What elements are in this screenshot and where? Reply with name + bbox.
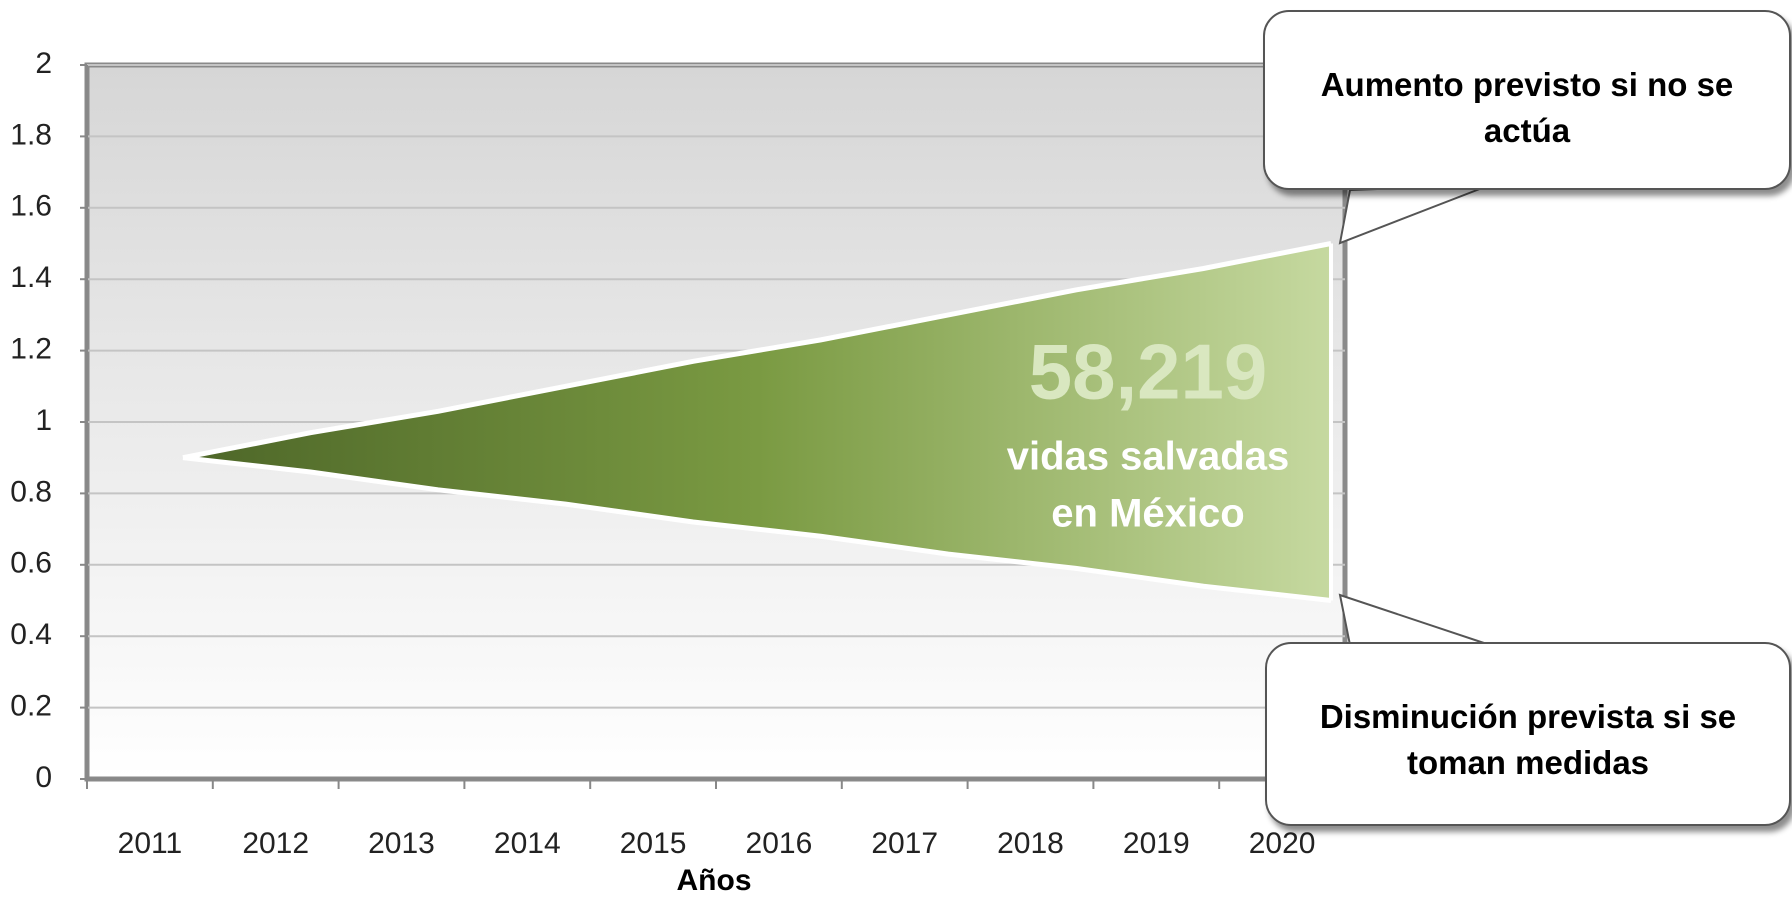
- series-line: [182, 455, 1332, 603]
- y-tick-label: 1: [35, 404, 52, 437]
- x-tick-label: 2011: [118, 827, 183, 860]
- x-tick-label: 2014: [494, 827, 561, 860]
- y-tick-label: 1.8: [10, 118, 52, 151]
- callout: Aumento previsto si no se actúa: [1263, 10, 1791, 190]
- y-tick-label: 2: [35, 47, 52, 80]
- y-tick-label: 0: [35, 761, 52, 794]
- x-tick-label: 2017: [871, 827, 938, 860]
- x-tick-label: 2013: [368, 827, 435, 860]
- y-tick-label: 1.2: [10, 333, 52, 366]
- x-tick-label: 2018: [997, 827, 1064, 860]
- y-tick-label: 1.6: [10, 190, 52, 223]
- x-tick-label: 2016: [746, 827, 813, 860]
- x-axis-label: Años: [677, 864, 752, 897]
- callout-tail: [1338, 593, 1491, 646]
- x-tick-label: 2012: [242, 827, 309, 860]
- callout: Disminución prevista si se toman medidas: [1265, 642, 1791, 826]
- range-area: [183, 243, 1331, 601]
- series-line: [182, 241, 1332, 461]
- big-number: 58,219: [1029, 328, 1268, 416]
- y-tick-label: 0.8: [10, 475, 52, 508]
- y-tick-label: 0.4: [10, 618, 52, 651]
- y-tick-label: 1.4: [10, 261, 52, 294]
- y-tick-label: 0.2: [10, 690, 52, 723]
- annotation: vidas salvadas: [1007, 435, 1289, 479]
- annotation: en México: [1051, 492, 1244, 536]
- y-tick-label: 0.6: [10, 547, 52, 580]
- x-tick-label: 2020: [1249, 827, 1316, 860]
- callout-tail: [1338, 184, 1491, 245]
- x-tick-label: 2019: [1123, 827, 1190, 860]
- x-tick-label: 2015: [620, 827, 687, 860]
